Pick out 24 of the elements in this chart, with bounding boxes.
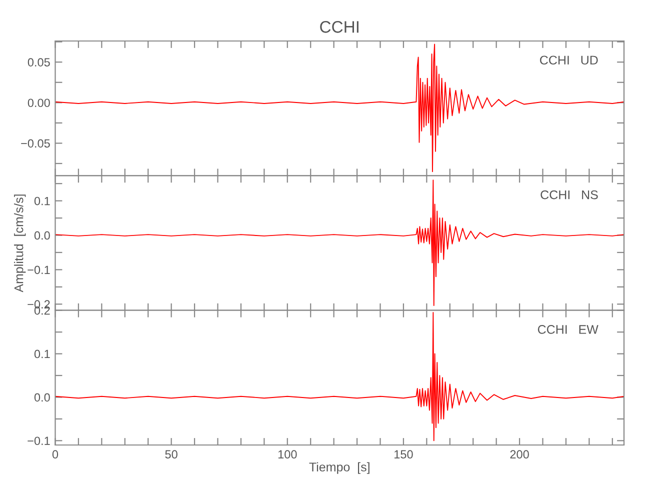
x-tick-label: 0 — [52, 450, 58, 459]
y-tick-label: −0.1 — [28, 436, 50, 446]
y-tick-label: 0.0 — [34, 393, 50, 402]
annotation: CCHI UD — [540, 56, 598, 65]
annotation: CCHI NS — [540, 190, 598, 200]
y-tick-label: 0.1 — [34, 350, 50, 358]
x-axis-title: Tiempo [s] — [309, 462, 370, 474]
line-series — [55, 180, 624, 306]
y-tick-label: −0.2 — [28, 300, 50, 309]
chart-title: CCHI — [320, 21, 358, 33]
y-tick-label: 0.05 — [28, 58, 50, 66]
x-tick-label: 200 — [510, 450, 529, 459]
x-tick-label: 150 — [394, 450, 413, 459]
y-tick-label: 0.00 — [28, 98, 50, 108]
y-tick-label: 0.0 — [34, 231, 50, 240]
x-tick-label: 100 — [278, 450, 297, 459]
y-tick-label: 0.1 — [34, 196, 50, 206]
annotation: CCHI EW — [538, 325, 598, 334]
x-tick-label: 50 — [165, 450, 178, 459]
line-series — [55, 44, 624, 172]
y-tick-label: −0.05 — [21, 139, 50, 148]
y-axis-title: Amplitud [cm/s/s] — [14, 194, 26, 292]
y-tick-label: −0.1 — [28, 266, 50, 274]
line-series — [55, 312, 624, 442]
